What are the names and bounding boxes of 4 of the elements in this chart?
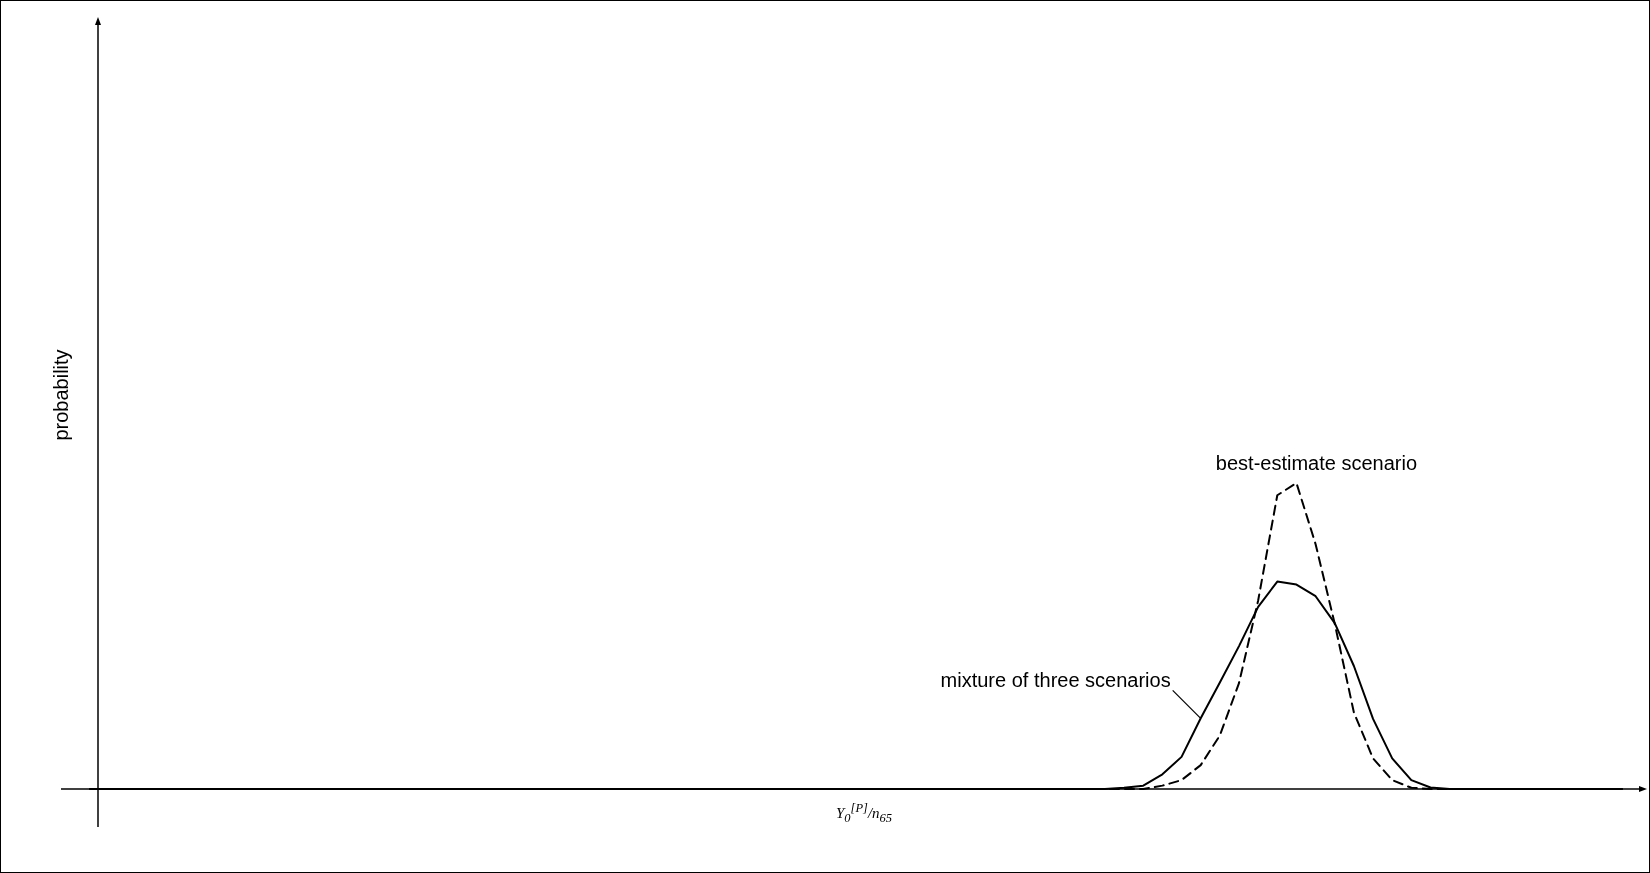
- y-axis-title: probability: [50, 349, 72, 441]
- series-label: mixture of three scenarios: [940, 669, 1171, 692]
- series-label: best-estimate scenario: [1215, 452, 1418, 474]
- x-axis-title: Y$_{0}$$^{[P]}$/n$_{65}$: [835, 801, 893, 826]
